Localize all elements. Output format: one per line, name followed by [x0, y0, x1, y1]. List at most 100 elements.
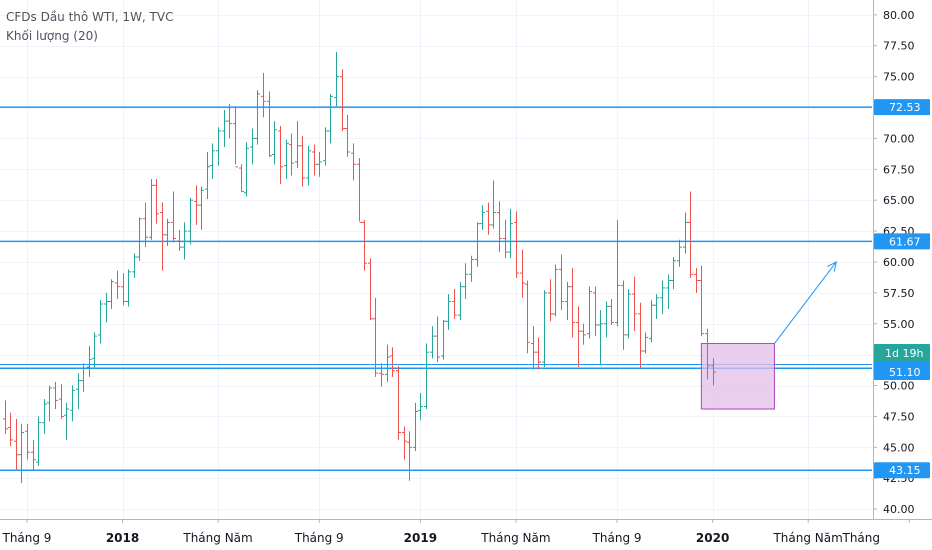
ohlc-bar[interactable]: [59, 384, 64, 419]
ohlc-bar[interactable]: [98, 300, 103, 344]
ohlc-bar[interactable]: [666, 274, 671, 309]
ohlc-bar[interactable]: [683, 212, 688, 254]
ohlc-bar[interactable]: [548, 279, 553, 322]
ohlc-bar[interactable]: [643, 332, 648, 354]
ohlc-bar[interactable]: [300, 135, 305, 187]
ohlc-bar[interactable]: [452, 289, 457, 319]
ohlc-bar[interactable]: [542, 290, 547, 368]
ohlc-bar[interactable]: [165, 218, 170, 246]
ohlc-bar[interactable]: [345, 114, 350, 157]
ohlc-bar[interactable]: [14, 418, 19, 470]
ohlc-bar[interactable]: [323, 127, 328, 166]
ohlc-bar[interactable]: [368, 258, 373, 321]
ohlc-bar[interactable]: [520, 249, 525, 298]
ohlc-bar[interactable]: [430, 326, 435, 359]
ohlc-bar[interactable]: [446, 294, 451, 330]
ohlc-bar[interactable]: [536, 337, 541, 370]
ohlc-bar[interactable]: [699, 265, 704, 337]
ohlc-bar[interactable]: [104, 292, 109, 323]
ohlc-bar[interactable]: [609, 299, 614, 325]
ohlc-bar[interactable]: [711, 358, 716, 386]
ohlc-bar[interactable]: [570, 268, 575, 338]
ohlc-bar[interactable]: [8, 412, 13, 447]
ohlc-bar[interactable]: [351, 143, 356, 181]
price-axis[interactable]: 80.0077.5075.0072.5070.0067.5065.0062.50…: [873, 0, 932, 519]
ohlc-bar[interactable]: [340, 69, 345, 131]
ohlc-bar[interactable]: [137, 217, 142, 261]
ohlc-bar[interactable]: [435, 316, 440, 363]
ohlc-bar[interactable]: [154, 179, 159, 224]
ohlc-bar[interactable]: [486, 202, 491, 235]
ohlc-bar[interactable]: [424, 343, 429, 410]
ohlc-bar[interactable]: [42, 399, 47, 434]
ohlc-bar[interactable]: [604, 301, 609, 338]
ohlc-bar[interactable]: [458, 281, 463, 321]
ohlc-bar[interactable]: [621, 280, 626, 350]
ohlc-bar[interactable]: [295, 121, 300, 169]
ohlc-bar[interactable]: [210, 143, 215, 180]
ohlc-bar[interactable]: [233, 106, 238, 168]
ohlc-bar[interactable]: [441, 320, 446, 360]
ohlc-bar[interactable]: [362, 219, 367, 271]
ohlc-bar[interactable]: [109, 279, 114, 309]
ohlc-bar[interactable]: [188, 197, 193, 245]
ohlc-bar[interactable]: [688, 191, 693, 279]
ohlc-bar[interactable]: [328, 93, 333, 144]
ohlc-bar[interactable]: [53, 381, 58, 410]
ohlc-bar[interactable]: [36, 416, 41, 466]
ohlc-bar[interactable]: [115, 270, 120, 300]
ohlc-bar[interactable]: [216, 127, 221, 166]
ohlc-bar[interactable]: [581, 323, 586, 345]
ohlc-bar[interactable]: [632, 276, 637, 332]
ohlc-bar[interactable]: [194, 185, 199, 225]
ohlc-bar[interactable]: [705, 328, 710, 380]
ohlc-bar[interactable]: [284, 139, 289, 180]
ohlc-bar[interactable]: [177, 229, 182, 251]
ohlc-bar[interactable]: [593, 286, 598, 337]
ohlc-bar[interactable]: [654, 294, 659, 319]
ohlc-bar[interactable]: [565, 281, 570, 321]
ohlc-bar[interactable]: [660, 280, 665, 314]
ohlc-bar[interactable]: [407, 431, 412, 481]
ohlc-bar[interactable]: [390, 347, 395, 377]
ohlc-bar[interactable]: [508, 208, 513, 259]
ohlc-bar[interactable]: [261, 72, 266, 118]
ohlc-bar[interactable]: [92, 332, 97, 369]
ohlc-bar[interactable]: [205, 151, 210, 199]
ohlc-bar[interactable]: [475, 222, 480, 267]
ohlc-bar[interactable]: [199, 186, 204, 230]
ohlc-bar[interactable]: [615, 219, 620, 327]
ohlc-bar[interactable]: [171, 191, 176, 243]
ohlc-bar[interactable]: [531, 326, 536, 370]
ohlc-bar[interactable]: [677, 239, 682, 267]
ohlc-bar[interactable]: [132, 253, 137, 279]
ohlc-bar[interactable]: [576, 306, 581, 368]
ohlc-bar[interactable]: [47, 385, 52, 422]
ohlc-bar[interactable]: [267, 91, 272, 157]
ohlc-bar[interactable]: [87, 346, 92, 377]
ohlc-bar[interactable]: [19, 423, 24, 484]
ohlc-bar[interactable]: [379, 363, 384, 387]
ohlc-bar[interactable]: [396, 365, 401, 440]
ohlc-bar[interactable]: [278, 126, 283, 185]
ohlc-bar[interactable]: [357, 158, 362, 223]
ohlc-bar[interactable]: [70, 385, 75, 422]
ohlc-bar[interactable]: [373, 297, 378, 377]
ohlc-bar[interactable]: [317, 151, 322, 177]
ohlc-bar[interactable]: [587, 286, 592, 339]
ohlc-bar[interactable]: [64, 402, 69, 440]
ohlc-bar[interactable]: [149, 179, 154, 240]
ohlc-bar[interactable]: [463, 263, 468, 300]
ohlc-bar[interactable]: [525, 280, 530, 354]
ohlc-bar[interactable]: [497, 201, 502, 253]
ohlc-bar[interactable]: [491, 180, 496, 229]
ohlc-bar[interactable]: [503, 219, 508, 259]
ohlc-bar[interactable]: [480, 205, 485, 230]
ohlc-bar[interactable]: [334, 51, 339, 107]
ohlc-bar[interactable]: [559, 254, 564, 311]
time-axis[interactable]: Tháng 9 2018 Tháng Năm Tháng 9 2019 Tháng Năm…: [0, 519, 932, 545]
ohlc-bar[interactable]: [598, 310, 603, 365]
ohlc-bar[interactable]: [306, 145, 311, 186]
ohlc-bar[interactable]: [121, 273, 126, 306]
